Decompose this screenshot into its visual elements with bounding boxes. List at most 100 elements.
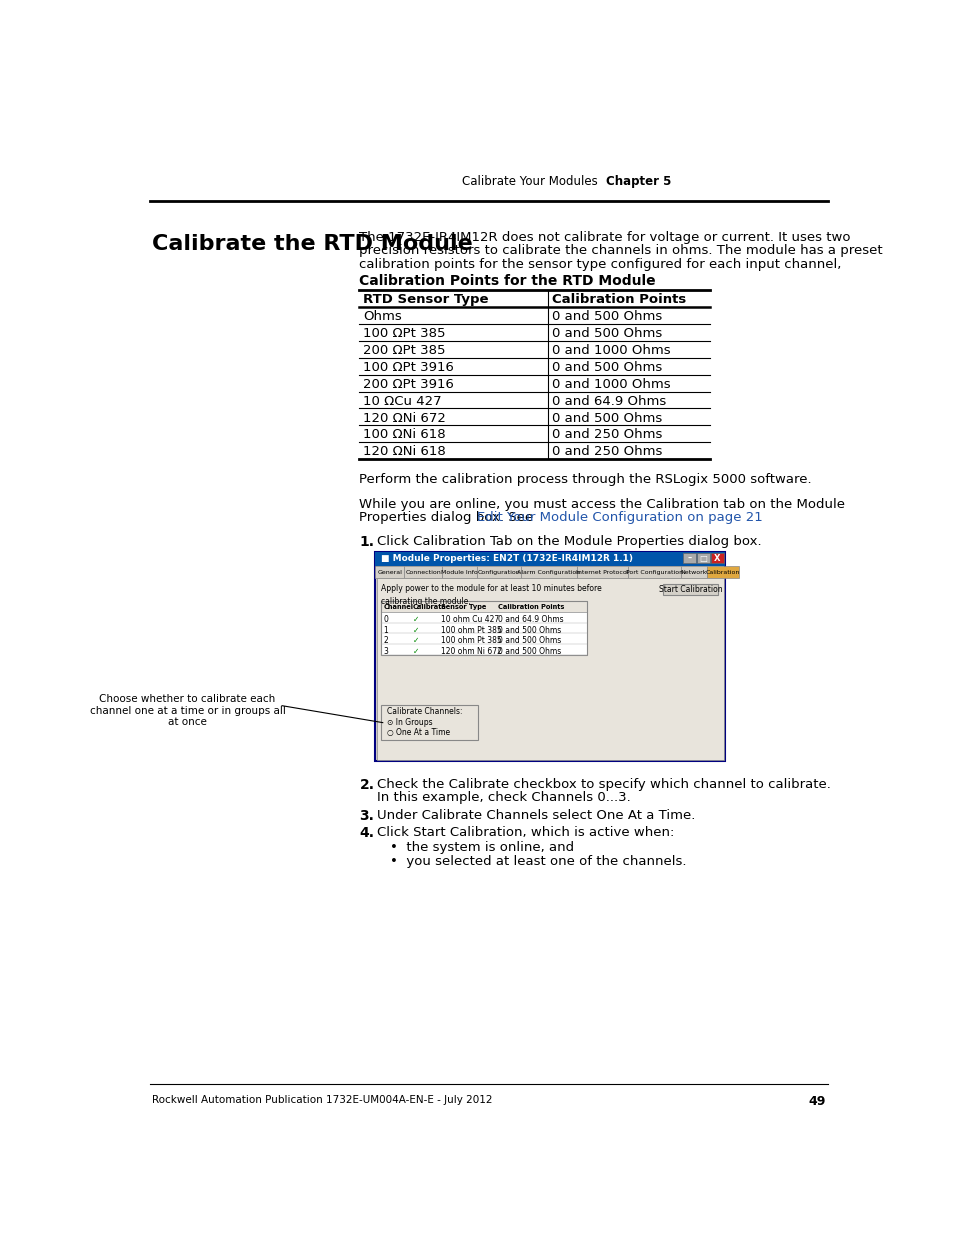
Bar bbox=[662, 584, 717, 595]
Text: 0 and 500 Ohms: 0 and 500 Ohms bbox=[497, 626, 561, 635]
Text: Edit Your Module Configuration on page 21: Edit Your Module Configuration on page 2… bbox=[476, 511, 762, 524]
Text: 100 ΩPt 3916: 100 ΩPt 3916 bbox=[363, 361, 454, 374]
Bar bbox=[711, 553, 723, 563]
Text: Calibrate the RTD Module: Calibrate the RTD Module bbox=[152, 235, 472, 254]
Text: The 1732E-IR4IM12R does not calibrate for voltage or current. It uses two: The 1732E-IR4IM12R does not calibrate fo… bbox=[359, 231, 850, 245]
Text: 120 ΩNi 672: 120 ΩNi 672 bbox=[363, 411, 446, 425]
Bar bbox=[381, 611, 586, 622]
Bar bbox=[381, 601, 586, 655]
Text: Click Start Calibration, which is active when:: Click Start Calibration, which is active… bbox=[376, 826, 673, 839]
Bar bbox=[682, 553, 695, 563]
Text: □: □ bbox=[699, 553, 707, 563]
Bar bbox=[577, 567, 627, 578]
Text: 0 and 500 Ohms: 0 and 500 Ohms bbox=[497, 647, 561, 656]
Text: 0: 0 bbox=[383, 615, 388, 624]
Text: calibration points for the sensor type configured for each input channel,: calibration points for the sensor type c… bbox=[359, 258, 841, 270]
Text: 2: 2 bbox=[383, 636, 388, 646]
Bar bbox=[404, 567, 442, 578]
Text: Calibrate: Calibrate bbox=[413, 604, 446, 610]
Bar bbox=[375, 552, 724, 761]
Text: Channel: Channel bbox=[383, 604, 413, 610]
Text: 10 ΩCu 427: 10 ΩCu 427 bbox=[363, 395, 441, 408]
Text: ✓: ✓ bbox=[413, 626, 419, 635]
Text: Calibration: Calibration bbox=[705, 571, 740, 576]
Text: 100 ΩNi 618: 100 ΩNi 618 bbox=[363, 429, 446, 441]
Text: Ohms: Ohms bbox=[363, 310, 402, 322]
Text: Connection: Connection bbox=[405, 571, 441, 576]
Bar bbox=[381, 634, 586, 645]
Text: 0 and 500 Ohms: 0 and 500 Ohms bbox=[551, 327, 661, 340]
Text: Properties dialog box. See: Properties dialog box. See bbox=[359, 511, 537, 524]
Text: –: – bbox=[687, 553, 691, 563]
Text: Start Calibration: Start Calibration bbox=[658, 585, 721, 594]
Text: precision resistors to calibrate the channels in ohms. The module has a preset: precision resistors to calibrate the cha… bbox=[359, 245, 882, 257]
Bar bbox=[680, 567, 706, 578]
Text: 0 and 500 Ohms: 0 and 500 Ohms bbox=[497, 636, 561, 646]
Text: 100 ohm Pt 385: 100 ohm Pt 385 bbox=[440, 626, 501, 635]
Text: Configuration: Configuration bbox=[477, 571, 519, 576]
Text: General: General bbox=[376, 571, 402, 576]
Text: Alarm Configuration: Alarm Configuration bbox=[517, 571, 580, 576]
Text: 3.: 3. bbox=[359, 809, 374, 823]
Bar bbox=[381, 645, 586, 655]
Text: .: . bbox=[665, 511, 669, 524]
Text: Chapter 5: Chapter 5 bbox=[605, 175, 671, 188]
Bar bbox=[476, 567, 520, 578]
Text: 0 and 250 Ohms: 0 and 250 Ohms bbox=[551, 446, 661, 458]
Text: •  you selected at least one of the channels.: • you selected at least one of the chann… bbox=[390, 855, 686, 868]
Text: In this example, check Channels 0...3.: In this example, check Channels 0...3. bbox=[376, 792, 630, 804]
Bar bbox=[375, 552, 724, 566]
Text: 49: 49 bbox=[808, 1094, 825, 1108]
Text: •  the system is online, and: • the system is online, and bbox=[390, 841, 574, 855]
Bar bbox=[697, 553, 709, 563]
Text: 2.: 2. bbox=[359, 778, 375, 792]
Bar bbox=[627, 567, 680, 578]
Text: Module Info: Module Info bbox=[441, 571, 477, 576]
Text: Perform the calibration process through the RSLogix 5000 software.: Perform the calibration process through … bbox=[359, 473, 811, 487]
Text: 120 ohm Ni 672: 120 ohm Ni 672 bbox=[440, 647, 501, 656]
Bar bbox=[706, 567, 739, 578]
Text: 0 and 1000 Ohms: 0 and 1000 Ohms bbox=[551, 343, 670, 357]
Text: 0 and 500 Ohms: 0 and 500 Ohms bbox=[551, 411, 661, 425]
Text: Choose whether to calibrate each
channel one at a time or in groups all
at once: Choose whether to calibrate each channel… bbox=[90, 694, 285, 727]
Text: 4.: 4. bbox=[359, 826, 375, 840]
Text: Rockwell Automation Publication 1732E-UM004A-EN-E - July 2012: Rockwell Automation Publication 1732E-UM… bbox=[152, 1094, 492, 1104]
Text: Under Calibrate Channels select One At a Time.: Under Calibrate Channels select One At a… bbox=[376, 809, 694, 821]
Bar bbox=[381, 622, 586, 634]
Text: 0 and 500 Ohms: 0 and 500 Ohms bbox=[551, 310, 661, 322]
Bar bbox=[442, 567, 476, 578]
Text: 0 and 64.9 Ohms: 0 and 64.9 Ohms bbox=[551, 395, 665, 408]
Text: Click Calibration Tab on the Module Properties dialog box.: Click Calibration Tab on the Module Prop… bbox=[376, 535, 760, 548]
Text: ✓: ✓ bbox=[413, 647, 419, 656]
Bar bbox=[381, 705, 477, 740]
Text: 3: 3 bbox=[383, 647, 388, 656]
Text: While you are online, you must access the Calibration tab on the Module: While you are online, you must access th… bbox=[359, 498, 844, 511]
Text: Sensor Type: Sensor Type bbox=[440, 604, 486, 610]
Text: Calibrate Channels:: Calibrate Channels: bbox=[386, 708, 461, 716]
Text: Network: Network bbox=[679, 571, 706, 576]
Text: ✓: ✓ bbox=[413, 636, 419, 646]
Bar bbox=[376, 578, 723, 760]
Text: 100 ΩPt 385: 100 ΩPt 385 bbox=[363, 327, 445, 340]
Text: Calibration Points: Calibration Points bbox=[551, 293, 685, 306]
Text: RTD Sensor Type: RTD Sensor Type bbox=[363, 293, 488, 306]
Bar bbox=[375, 567, 404, 578]
Text: ■ Module Properties: EN2T (1732E-IR4IM12R 1.1): ■ Module Properties: EN2T (1732E-IR4IM12… bbox=[381, 555, 633, 563]
Text: Internet Protocol: Internet Protocol bbox=[576, 571, 628, 576]
Text: 1.: 1. bbox=[359, 535, 375, 548]
Text: 0 and 64.9 Ohms: 0 and 64.9 Ohms bbox=[497, 615, 563, 624]
Text: Calibration Points for the RTD Module: Calibration Points for the RTD Module bbox=[359, 274, 656, 288]
Text: Calibrate Your Modules: Calibrate Your Modules bbox=[462, 175, 598, 188]
Text: 200 ΩPt 3916: 200 ΩPt 3916 bbox=[363, 378, 454, 390]
Text: ✓: ✓ bbox=[413, 615, 419, 624]
Text: 10 ohm Cu 427: 10 ohm Cu 427 bbox=[440, 615, 498, 624]
Text: 0 and 1000 Ohms: 0 and 1000 Ohms bbox=[551, 378, 670, 390]
Text: 0 and 250 Ohms: 0 and 250 Ohms bbox=[551, 429, 661, 441]
Text: 0 and 500 Ohms: 0 and 500 Ohms bbox=[551, 361, 661, 374]
Text: ⊙ In Groups: ⊙ In Groups bbox=[386, 718, 432, 727]
Text: Calibration Points: Calibration Points bbox=[497, 604, 564, 610]
Text: 100 ohm Pt 385: 100 ohm Pt 385 bbox=[440, 636, 501, 646]
Bar bbox=[520, 567, 577, 578]
Text: Port Configuration: Port Configuration bbox=[625, 571, 682, 576]
Text: Apply power to the module for at least 10 minutes before
calibrating the module.: Apply power to the module for at least 1… bbox=[381, 584, 601, 605]
